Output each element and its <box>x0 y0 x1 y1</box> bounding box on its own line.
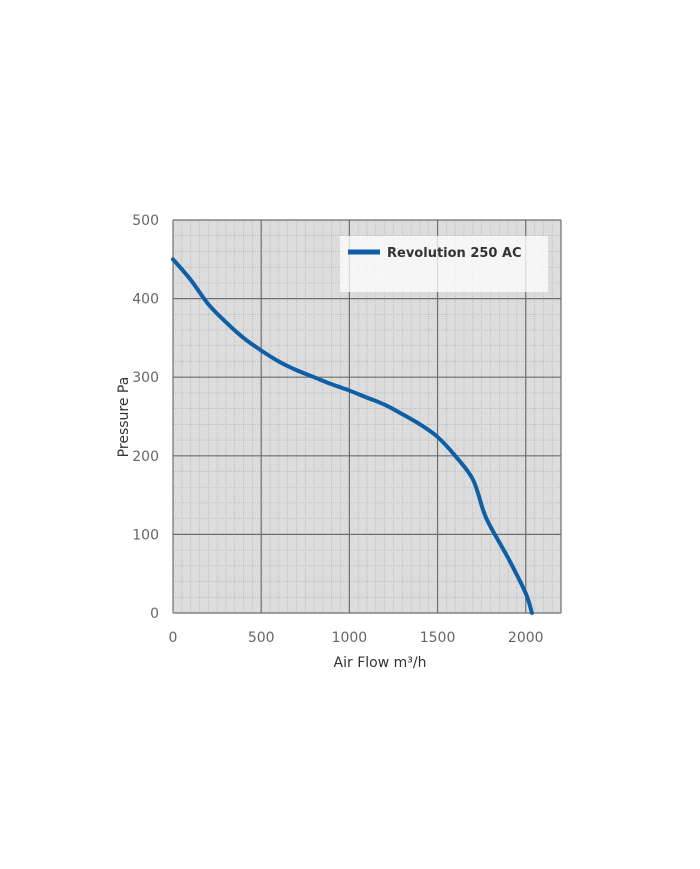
legend: Revolution 250 AC <box>340 236 548 292</box>
y-tick-label: 200 <box>132 449 159 465</box>
y-tick-label: 0 <box>150 606 159 622</box>
series-line-revolution-250-ac <box>171 257 534 615</box>
x-tick-label: 1000 <box>332 630 368 646</box>
legend-box <box>340 236 548 292</box>
y-tick-label: 100 <box>132 527 159 543</box>
y-tick-label: 400 <box>132 292 159 308</box>
legend-label: Revolution 250 AC <box>387 246 522 261</box>
series-lines <box>171 257 534 615</box>
x-tick-label: 0 <box>169 630 178 646</box>
x-axis-label: Air Flow m³/h <box>334 655 427 671</box>
x-tick-label: 2000 <box>508 630 544 646</box>
x-tick-label: 1500 <box>420 630 456 646</box>
y-axis-label: Pressure Pa <box>116 377 132 458</box>
y-tick-label: 300 <box>132 370 159 386</box>
tick-labels: 0 500 1000 1500 2000 0 100 200 300 400 500 <box>132 213 543 646</box>
y-tick-label: 500 <box>132 213 159 229</box>
x-tick-label: 500 <box>248 630 275 646</box>
